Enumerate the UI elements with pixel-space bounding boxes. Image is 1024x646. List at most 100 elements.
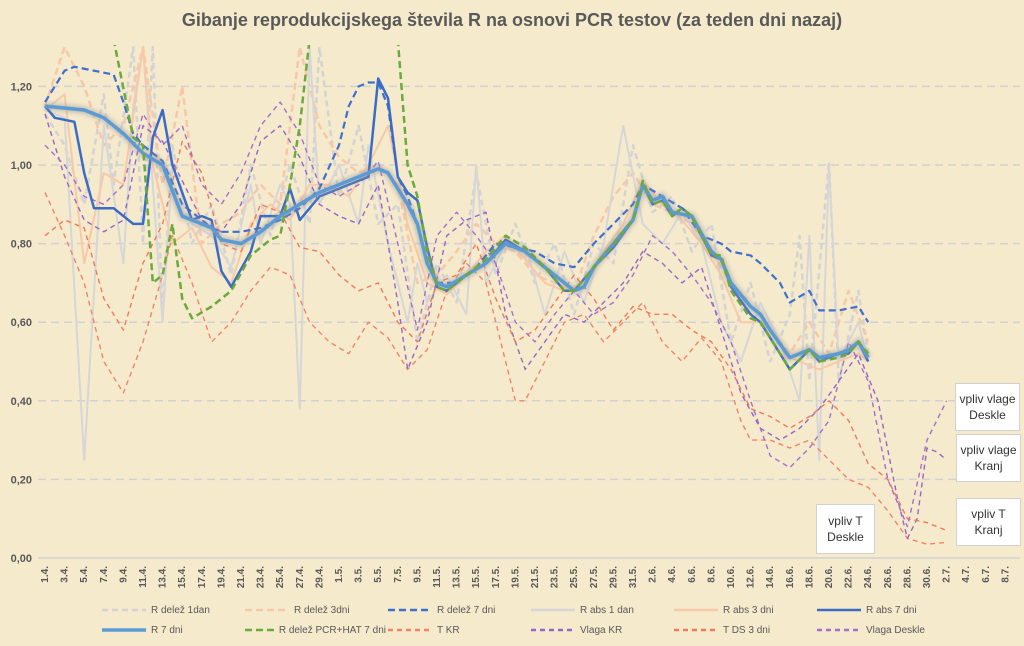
x-tick-label: 3.4. bbox=[60, 566, 71, 583]
x-tick-label: 2.7. bbox=[942, 566, 953, 583]
x-tick-label: 10.6. bbox=[726, 566, 737, 588]
annotation-vpliv-vlage-kranj: vpliv vlage Kranj bbox=[956, 434, 1021, 482]
x-tick-label: 6.6. bbox=[687, 566, 698, 583]
x-tick-label: 29.4. bbox=[314, 566, 325, 588]
x-tick-label: 2.6. bbox=[648, 566, 659, 583]
legend-swatch bbox=[388, 628, 432, 632]
x-tick-label: 11.4. bbox=[138, 566, 149, 588]
x-tick-label: 8.6. bbox=[706, 566, 717, 583]
legend-swatch bbox=[245, 628, 276, 632]
legend: R delež 1dan R delež 3dni R delež 7 dni R a… bbox=[100, 600, 960, 640]
x-tick-label: 12.6. bbox=[746, 566, 757, 588]
x-tick-label: 31.5. bbox=[628, 566, 639, 588]
legend-item: Vlaga Deskle bbox=[815, 625, 958, 636]
legend-swatch bbox=[674, 608, 718, 612]
y-tick-label: 0,80 bbox=[11, 239, 32, 251]
x-tick-label: 7.5. bbox=[393, 566, 404, 583]
x-tick-label: 9.5. bbox=[412, 566, 423, 583]
legend-swatch bbox=[388, 608, 432, 612]
legend-swatch bbox=[817, 628, 861, 632]
legend-label: R delež PCR+HAT 7 dni bbox=[278, 624, 386, 636]
x-tick-label: 14.6. bbox=[765, 566, 776, 588]
x-tick-label: 13.5. bbox=[452, 566, 463, 588]
annotation-line: vpliv T bbox=[971, 507, 1006, 521]
annotation-line: vpliv vlage bbox=[959, 392, 1016, 406]
x-tick-label: 27.5. bbox=[589, 566, 600, 588]
x-tick-label: 23.5. bbox=[550, 566, 561, 588]
y-tick-label: 0,00 bbox=[11, 553, 32, 565]
x-tick-label: 27.4. bbox=[295, 566, 306, 588]
legend-item: T DS 3 dni bbox=[672, 625, 815, 636]
legend-label: T KR bbox=[437, 624, 460, 636]
annotation-line: Kranj bbox=[974, 459, 1003, 473]
series-line-r-abs-3-dni bbox=[44, 46, 869, 371]
x-tick-label: 1.4. bbox=[40, 566, 51, 583]
y-tick-label: 0,40 bbox=[11, 396, 32, 408]
x-tick-label: 15.5. bbox=[471, 566, 482, 588]
legend-swatch bbox=[245, 608, 289, 612]
x-tick-label: 4.7. bbox=[961, 566, 972, 583]
legend-item: T KR bbox=[386, 625, 529, 636]
legend-row: R delež 1dan R delež 3dni R delež 7 dni R a… bbox=[100, 600, 960, 620]
x-tick-label: 13.4. bbox=[158, 566, 169, 588]
x-tick-label: 9.4. bbox=[118, 566, 129, 583]
legend-label: R abs 1 dan bbox=[580, 604, 634, 616]
x-tick-label: 18.6. bbox=[804, 566, 815, 588]
legend-swatch bbox=[531, 628, 575, 632]
x-tick-label: 4.6. bbox=[667, 566, 678, 583]
x-tick-label: 17.5. bbox=[491, 566, 502, 588]
y-tick-label: 1,20 bbox=[11, 81, 32, 93]
x-tick-label: 1.5. bbox=[334, 566, 345, 583]
y-axis: 0,00 0,20 0,40 0,60 0,80 1,00 1,20 bbox=[11, 81, 32, 565]
x-axis: 1.4. 3.4. 5.4. 7.4. 9.4. 11.4. 13.4. 15.4. 17.4.… bbox=[40, 566, 1011, 588]
gridlines bbox=[38, 85, 1020, 559]
x-tick-label: 20.6. bbox=[824, 566, 835, 588]
x-tick-label: 22.6. bbox=[844, 566, 855, 588]
legend-item: R 7 dni bbox=[100, 625, 243, 636]
x-tick-label: 16.6. bbox=[785, 566, 796, 588]
x-tick-label: 25.4. bbox=[275, 566, 286, 588]
legend-swatch bbox=[674, 628, 718, 632]
x-tick-label: 6.7. bbox=[981, 566, 992, 583]
y-tick-label: 1,00 bbox=[11, 160, 32, 172]
x-tick-label: 19.5. bbox=[510, 566, 521, 588]
legend-swatch bbox=[817, 608, 861, 612]
series-line-t-ds-3-dni bbox=[44, 140, 947, 532]
x-tick-label: 21.4. bbox=[236, 566, 247, 588]
legend-label: T DS 3 dni bbox=[723, 624, 771, 636]
x-tick-label: 21.5. bbox=[530, 566, 541, 588]
series-line-t-kr bbox=[44, 192, 947, 545]
x-tick-label: 3.5. bbox=[354, 566, 365, 583]
x-tick-label: 28.6. bbox=[902, 566, 913, 588]
legend-swatch bbox=[102, 608, 146, 612]
legend-item: R delež 7 dni bbox=[386, 605, 529, 616]
annotation-vpliv-vlage-deskle: vpliv vlage Deskle bbox=[955, 383, 1020, 431]
x-tick-label: 30.6. bbox=[922, 566, 933, 588]
legend-label: R abs 3 dni bbox=[723, 604, 774, 616]
legend-item: R abs 3 dni bbox=[672, 605, 815, 616]
legend-label: R delež 7 dni bbox=[437, 604, 496, 616]
legend-label: R delež 1dan bbox=[151, 604, 210, 616]
legend-item: R abs 1 dan bbox=[529, 605, 672, 616]
legend-item: R abs 7 dni bbox=[815, 605, 958, 616]
y-tick-label: 0,20 bbox=[11, 474, 32, 486]
annotation-line: Deskle bbox=[969, 408, 1006, 422]
legend-label: R 7 dni bbox=[151, 624, 183, 636]
x-tick-label: 5.5. bbox=[373, 566, 384, 583]
legend-item: Vlaga KR bbox=[529, 625, 672, 636]
annotation-vpliv-t-deskle: vpliv T Deskle bbox=[816, 504, 875, 554]
annotation-vpliv-t-kranj: vpliv T Kranj bbox=[956, 498, 1021, 546]
x-tick-label: 26.6. bbox=[883, 566, 894, 588]
x-tick-label: 17.4. bbox=[197, 566, 208, 588]
legend-item: R delež 3dni bbox=[243, 605, 386, 616]
x-tick-label: 7.4. bbox=[99, 566, 110, 583]
legend-row: R 7 dni R delež PCR+HAT 7 dni T KR Vlaga KR… bbox=[100, 620, 960, 640]
legend-item: R delež 1dan bbox=[100, 605, 243, 616]
series-line-r-delež-1dan bbox=[43, 45, 870, 383]
x-tick-label: 23.4. bbox=[256, 566, 267, 588]
legend-label: Vlaga Deskle bbox=[866, 624, 925, 636]
legend-swatch bbox=[531, 608, 575, 612]
series-line-r-7-dni bbox=[44, 104, 870, 360]
annotation-line: vpliv T bbox=[828, 514, 863, 528]
